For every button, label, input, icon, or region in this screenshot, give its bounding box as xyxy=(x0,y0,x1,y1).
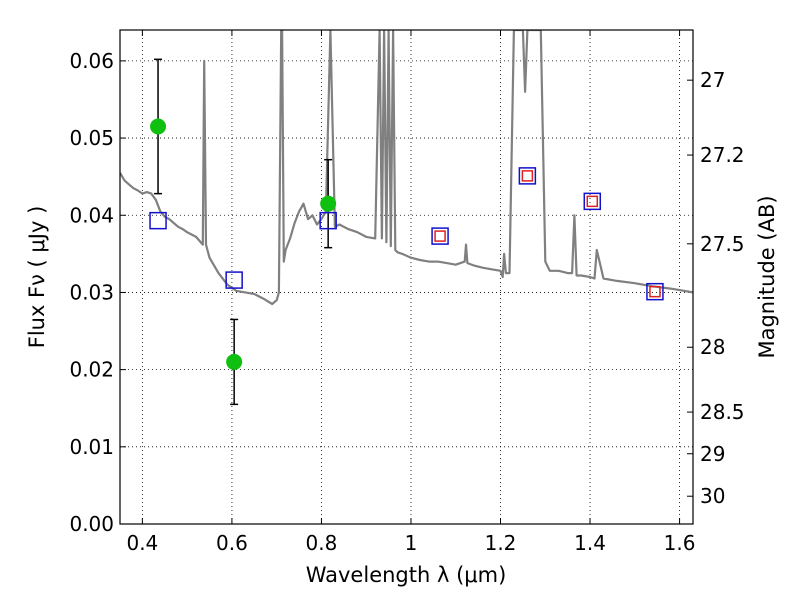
model-square-red xyxy=(586,195,599,208)
x-tick-label: 0.4 xyxy=(126,531,158,555)
grid-lines xyxy=(120,30,693,524)
model-square-red xyxy=(434,230,446,242)
observed-point xyxy=(150,118,167,135)
y-tick-label: 0.02 xyxy=(69,358,114,382)
model-square-blue xyxy=(149,211,167,230)
axis-ticks: 0.4 0.6 0.8 1 1.2 1.4 1.6 0.00 0.01 0.02 0.03 0.04 0… xyxy=(69,30,745,555)
y2-axis-label: Magnitude (AB) xyxy=(755,195,779,358)
x-tick-label: 0.8 xyxy=(306,531,338,555)
y2-tick-label: 28.5 xyxy=(700,400,745,424)
y2-tick-label: 28 xyxy=(700,335,725,359)
y2-tick-label: 29 xyxy=(700,442,725,466)
y2-tick-label: 27.2 xyxy=(700,143,745,167)
y-tick-label: 0.04 xyxy=(69,203,114,227)
model-square-blue xyxy=(518,167,537,185)
model-square-blue xyxy=(646,282,664,301)
observed-point xyxy=(226,353,243,370)
x-tick-label: 1.2 xyxy=(485,531,517,555)
x-tick-label: 1 xyxy=(405,531,418,555)
y2-tick-label: 30 xyxy=(700,484,725,508)
y-tick-label: 0.00 xyxy=(69,512,114,536)
model-square-red xyxy=(649,285,661,298)
spectrum-line xyxy=(120,30,693,306)
model-square-blue xyxy=(431,227,449,245)
x-axis-label: Wavelength λ (μm) xyxy=(306,563,507,587)
y2-tick-label: 27.5 xyxy=(700,232,745,256)
plot-area xyxy=(120,30,693,406)
model-square-blue xyxy=(583,192,602,211)
model-square-blue xyxy=(319,211,337,230)
y-tick-label: 0.05 xyxy=(69,126,114,150)
y-tick-label: 0.03 xyxy=(69,280,114,304)
y-axis-label: Flux Fν ( μJy ) xyxy=(25,206,49,349)
plot-frame xyxy=(119,29,694,525)
y-tick-label: 0.06 xyxy=(69,49,114,73)
model-square-red xyxy=(521,170,534,182)
x-tick-label: 1.6 xyxy=(664,531,696,555)
observed-point xyxy=(320,195,337,212)
model-square-blue xyxy=(225,271,243,289)
y2-tick-label: 27 xyxy=(700,68,725,92)
x-tick-label: 0.6 xyxy=(216,531,248,555)
y-tick-label: 0.01 xyxy=(69,435,114,459)
x-tick-label: 1.4 xyxy=(574,531,606,555)
